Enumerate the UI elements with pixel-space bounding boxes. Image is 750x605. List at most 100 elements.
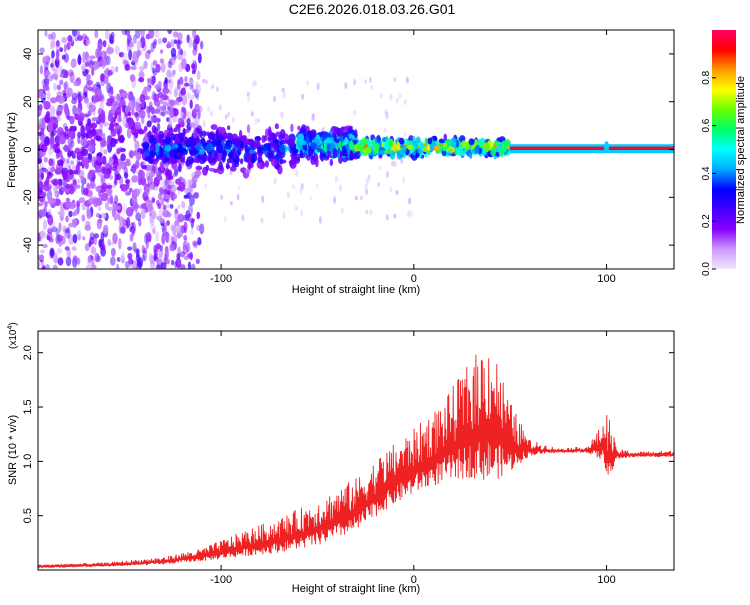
spectrogram-cell bbox=[166, 132, 171, 138]
spectrogram-cell bbox=[364, 79, 368, 84]
spectrogram-cell bbox=[264, 160, 270, 168]
spectrogram-cell bbox=[122, 185, 127, 190]
spectrogram-cell bbox=[189, 85, 193, 92]
spectrogram-cell bbox=[171, 185, 177, 193]
spectrogram-cell bbox=[130, 66, 137, 71]
spectrogram-cell bbox=[168, 77, 174, 90]
spectrogram-cell bbox=[162, 37, 168, 44]
spectrogram-cell bbox=[189, 251, 194, 261]
spectrogram-cell bbox=[140, 208, 146, 220]
spectrogram-cell bbox=[86, 209, 92, 220]
spectrogram-cell bbox=[105, 186, 112, 197]
spectrogram-cell bbox=[449, 147, 453, 155]
spectrogram-cell bbox=[90, 262, 96, 269]
spectrogram-cell bbox=[223, 216, 227, 223]
spectrogram-cell bbox=[119, 92, 128, 97]
spectrogram-cell bbox=[167, 30, 173, 35]
spectrogram-cell bbox=[38, 131, 43, 137]
spectrogram-cell bbox=[212, 133, 220, 142]
spectrogram-cell bbox=[50, 73, 59, 79]
spectrogram-cell bbox=[127, 246, 133, 251]
spectrogram-cell bbox=[157, 192, 163, 201]
spectrogram-cell bbox=[231, 133, 238, 140]
spectrogram-cell bbox=[52, 264, 59, 269]
spectrogram-cell bbox=[101, 182, 107, 190]
spectrogram-cell bbox=[170, 133, 176, 141]
spectrogram-cell bbox=[119, 99, 126, 107]
spectrogram-cell bbox=[247, 133, 251, 139]
spectrogram-cell bbox=[149, 214, 154, 224]
spectrogram-cell bbox=[60, 209, 65, 218]
spectrogram-cell bbox=[184, 109, 188, 118]
spectrogram-cell bbox=[181, 94, 188, 106]
spectrogram-cell bbox=[187, 136, 195, 146]
snr-y-label: SNR (10 * v/v) bbox=[7, 415, 19, 485]
spectrogram-cell bbox=[211, 84, 215, 90]
spectrogram-cell bbox=[244, 145, 250, 154]
spectrogram-cell bbox=[299, 140, 307, 146]
spectrogram-cell bbox=[135, 30, 141, 39]
spectrogram-cell bbox=[118, 216, 124, 226]
spectrogram-cell bbox=[385, 112, 389, 120]
spectrogram-cell bbox=[294, 205, 298, 211]
spectrogram-cell bbox=[127, 34, 132, 44]
spectrogram-cell bbox=[174, 219, 180, 227]
spectrogram-cell bbox=[116, 147, 121, 155]
spectrogram-cell bbox=[216, 152, 223, 162]
spectrogram-cell bbox=[151, 197, 156, 203]
y-tick-label: 2.0 bbox=[22, 345, 34, 360]
spectrogram-cell bbox=[407, 210, 411, 218]
spectrogram-cell bbox=[64, 125, 69, 132]
spectrogram-cell bbox=[103, 149, 108, 155]
y-tick-label: -20 bbox=[22, 189, 34, 205]
spectrogram-cell bbox=[315, 183, 319, 189]
spectrogram-cell bbox=[196, 142, 202, 152]
spectrogram-cell bbox=[263, 135, 268, 142]
spectrogram-cell bbox=[169, 243, 175, 252]
spectrogram-cell bbox=[163, 194, 170, 200]
spectrogram-cell bbox=[110, 247, 116, 257]
spectrogram-cell bbox=[122, 59, 128, 65]
spectrogram-cell bbox=[279, 159, 287, 164]
spectrogram-cell bbox=[159, 58, 165, 64]
spectrogram-cell bbox=[129, 74, 136, 82]
spectrogram-cell bbox=[164, 222, 168, 228]
spectrogram-cell bbox=[345, 144, 350, 150]
spectrogram-cell bbox=[167, 184, 172, 190]
spectrogram-cell bbox=[48, 225, 54, 231]
spectrogram-cell bbox=[312, 113, 316, 121]
spectrogram-cell bbox=[148, 171, 155, 178]
spectrogram-cell bbox=[210, 124, 218, 130]
spectrogram-cell bbox=[55, 137, 60, 144]
colorbar-tick-label: 0.8 bbox=[701, 70, 712, 84]
spectrogram-cell bbox=[382, 141, 390, 149]
spectrogram-cell bbox=[78, 115, 85, 122]
spectrogram-cell bbox=[76, 30, 80, 38]
spectrogram-cell bbox=[138, 70, 145, 80]
spectrogram-cell bbox=[378, 149, 386, 156]
spectrogram-cell bbox=[55, 228, 60, 237]
spectrogram-cell bbox=[169, 203, 174, 209]
spectrogram-cell bbox=[193, 108, 197, 116]
spectrogram-cell bbox=[164, 247, 170, 259]
spectrogram-cell bbox=[321, 152, 327, 159]
spectrogram-cell bbox=[176, 83, 181, 91]
spectrogram-cell bbox=[195, 165, 203, 171]
spectrogram-cell bbox=[260, 217, 264, 224]
spectrogram-cell bbox=[213, 168, 219, 173]
spectrogram-cell bbox=[189, 185, 193, 194]
spectrogram-cell bbox=[99, 59, 108, 67]
spectrogram-cell bbox=[85, 264, 92, 269]
spectrogram-cell bbox=[119, 147, 126, 153]
spectrogram-cell bbox=[128, 91, 134, 101]
spectrogram-cell bbox=[133, 121, 142, 130]
spectrogram-cell bbox=[107, 196, 114, 205]
spectrogram-cell bbox=[66, 42, 71, 51]
spectrogram-cell bbox=[94, 30, 99, 39]
spectrogram-cell bbox=[369, 209, 373, 216]
spectrogram-cell bbox=[438, 138, 445, 144]
spectrogram-cell bbox=[93, 233, 100, 239]
spectrogram-cell bbox=[234, 160, 240, 168]
spectrogram-cell bbox=[299, 187, 303, 195]
